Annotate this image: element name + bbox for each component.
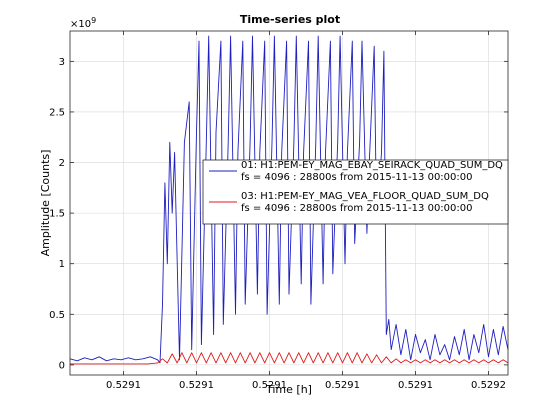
x-tick-label: 0.5291 — [325, 380, 360, 391]
x-tick-label: 0.5291 — [179, 380, 214, 391]
series-03-line — [70, 352, 509, 365]
x-tick-label: 0.5291 — [398, 380, 433, 391]
x-tick-label: 0.5291 — [252, 380, 287, 391]
y-tick-label: 3 — [59, 57, 65, 68]
y-exponent-label: ×109 — [70, 16, 96, 30]
x-axis-label: Time [h] — [265, 383, 312, 396]
legend-entry-01-line1: 01: H1:PEM-EY_MAG_EBAY_SEIRACK_QUAD_SUM_… — [241, 160, 503, 171]
y-axis-label: Amplitude [Counts] — [39, 150, 52, 257]
series-01-line — [69, 35, 509, 364]
legend-entry-03-line1: 03: H1:PEM-EY_MAG_VEA_FLOOR_QUAD_SUM_DQ — [241, 191, 489, 202]
y-tick-label: 1.5 — [49, 209, 65, 220]
y-tick-label: 2 — [59, 158, 65, 169]
x-tick-label: 0.5291 — [106, 380, 141, 391]
legend-entry-03-line2: fs = 4096 : 28800s from 2015-11-13 00:00… — [241, 203, 473, 214]
legend-entry-01-line2: fs = 4096 : 28800s from 2015-11-13 00:00… — [241, 172, 473, 183]
legend-box — [202, 159, 509, 225]
y-tick-label: 0.5 — [49, 310, 65, 321]
tick-marks — [70, 31, 508, 375]
chart-title: Time-series plot — [240, 13, 340, 26]
y-tick-label: 2.5 — [49, 107, 65, 118]
series-layer — [69, 35, 509, 365]
y-tick-labels: 0 0.5 1 1.5 2 2.5 3 — [49, 57, 65, 372]
x-tick-labels: 0.5291 0.5291 0.5291 0.5291 0.5291 0.5292 — [106, 380, 506, 391]
legend: 01: H1:PEM-EY_MAG_EBAY_SEIRACK_QUAD_SUM_… — [202, 159, 509, 225]
y-tick-label: 0 — [59, 360, 65, 371]
y-tick-label: 1 — [59, 259, 65, 270]
x-tick-label: 0.5292 — [471, 380, 506, 391]
